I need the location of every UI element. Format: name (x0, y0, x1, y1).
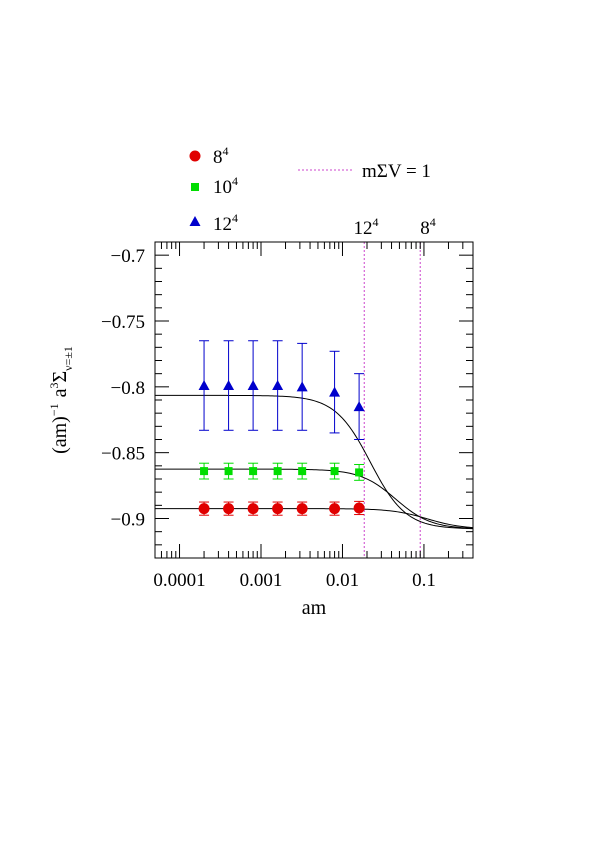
reference-label-8: 84 (420, 215, 436, 239)
data-point-square (298, 467, 307, 476)
fit-curve (155, 394, 474, 530)
data-point-triangle (223, 380, 235, 391)
legend-marker-square (191, 183, 199, 191)
x-tick-label: 0.01 (326, 570, 359, 591)
x-tick-label: 0.0001 (153, 570, 205, 591)
legend-label: 84 (213, 144, 229, 168)
legend-label: 104 (213, 174, 238, 198)
data-point-square (249, 467, 258, 476)
data-point-triangle (272, 380, 284, 391)
data-point-triangle (353, 401, 365, 412)
data-point-square (355, 468, 364, 477)
x-tick-label: 0.001 (240, 570, 283, 591)
data-point-circle (198, 503, 210, 515)
data-point-circle (296, 503, 308, 515)
legend-label: 124 (213, 211, 238, 235)
x-tick-label: 0.1 (412, 570, 436, 591)
legend-item-12: 124 (189, 211, 238, 235)
legend-item-8: 84 (189, 144, 229, 168)
legend-marker-triangle (189, 216, 201, 226)
data-point-circle (353, 502, 365, 514)
data-point-triangle (247, 380, 259, 391)
data-point-square (330, 467, 339, 476)
y-tick-label: −0.9 (111, 510, 145, 531)
data-point-triangle (329, 386, 341, 397)
y-axis-title: (am)−1a3Σν=±1 (47, 346, 75, 454)
data-point-triangle (198, 380, 210, 391)
data-point-circle (247, 503, 259, 515)
plot-area (155, 242, 474, 558)
legend: 84 104 124 mΣV = 1 (189, 144, 431, 235)
y-tick-label: −0.85 (101, 444, 145, 465)
fit-curve (155, 468, 474, 529)
legend-reference-label: mΣV = 1 (362, 161, 431, 182)
y-tick-label: −0.7 (111, 246, 145, 267)
reference-label-12: 124 (354, 215, 379, 239)
data-point-square (224, 467, 233, 476)
reference-line-labels: 124 84 (354, 215, 436, 239)
data-point-circle (223, 503, 235, 515)
legend-item-reference: mΣV = 1 (298, 161, 431, 182)
data-point-circle (329, 503, 341, 515)
x-axis-title: am (302, 597, 327, 619)
legend-item-10: 104 (191, 174, 238, 198)
svg-text:(am)−1a3Σν=±1: (am)−1a3Σν=±1 (47, 346, 75, 454)
y-tick-label: −0.8 (111, 378, 145, 399)
legend-marker-circle (189, 150, 201, 162)
data-point-triangle (296, 381, 308, 392)
data-point-square (273, 467, 282, 476)
data-point-square (200, 467, 209, 476)
axes: 0.0001 0.001 0.01 0.1 −0.7 −0.75 −0.8 −0.85 −0.9 (101, 241, 474, 591)
y-tick-label: −0.75 (101, 312, 145, 333)
data-point-circle (272, 503, 284, 515)
